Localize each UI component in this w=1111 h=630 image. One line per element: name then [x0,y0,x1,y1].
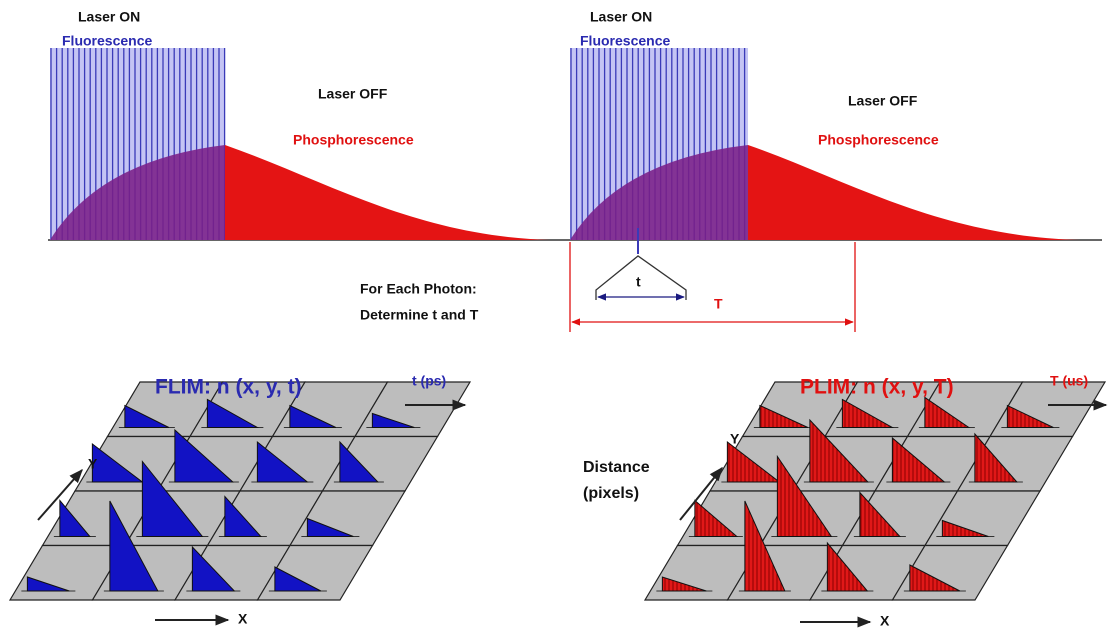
fluorescence: Fluorescence [580,33,670,49]
fluorescence: Fluorescence [62,33,152,49]
phosphorescence-area [748,145,1080,240]
shapes [10,48,1106,622]
distance: (pixels) [583,485,639,502]
y-axis: Y [88,456,98,472]
laser-on: Laser ON [78,9,140,25]
laser-off: Laser OFF [848,93,918,109]
y-axis: Y [730,431,740,447]
phosphorescence-area [225,145,550,240]
phosphorescence: Phosphorescence [293,132,414,148]
x-axis: X [238,611,248,627]
flim-title: FLIM: n (x, y, t) [155,376,302,399]
time-axis: t (ps) [412,373,446,389]
distance: Distance [583,459,650,476]
laser-on: Laser ON [590,9,652,25]
diagram: Laser ON Fluorescence Laser OFF Phosphor… [0,0,1111,630]
time-axis: T (us) [1050,373,1088,389]
T-label: T [714,296,723,312]
laser-off: Laser OFF [318,86,388,102]
x-axis: X [880,613,890,629]
bracket [596,256,686,300]
timing-text: For Each Photon: [360,281,477,297]
plim-title: PLIM: n (x, y, T) [800,376,954,399]
phosphorescence: Phosphorescence [818,132,939,148]
timing-text: Determine t and T [360,307,479,323]
t-label: t [636,274,641,290]
